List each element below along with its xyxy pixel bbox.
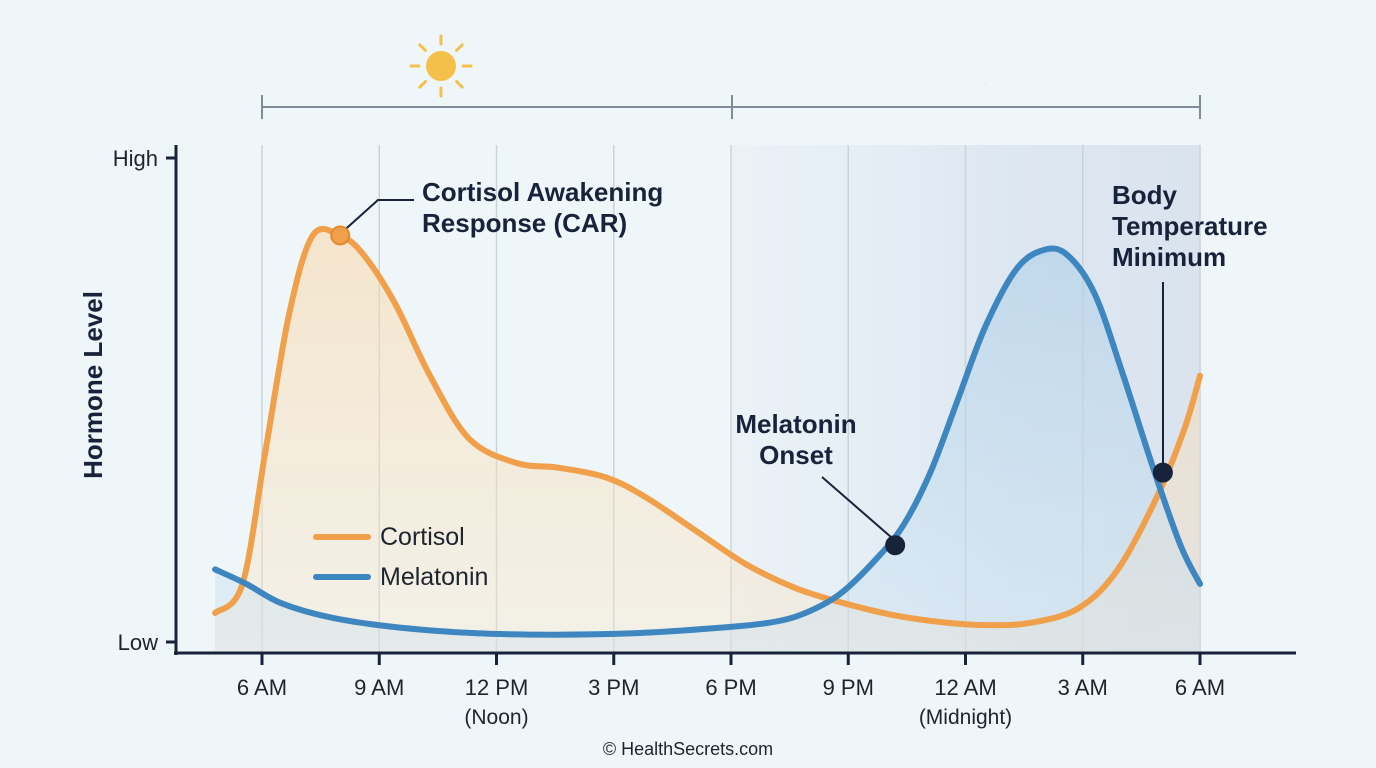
annotation-text: Cortisol Awakening (422, 177, 663, 207)
annotation-text: Response (CAR) (422, 208, 627, 238)
x-tick-label: 3 AM (1058, 675, 1108, 700)
moon-icon (956, 42, 996, 86)
annotation-marker (1152, 462, 1173, 483)
annotation-text: Minimum (1112, 242, 1226, 272)
x-tick-label: 6 AM (1175, 675, 1225, 700)
x-tick-label: 12 AM (934, 675, 996, 700)
series-lines (212, 225, 1203, 638)
annotation-text: Temperature (1112, 211, 1268, 241)
area-fills (215, 228, 1201, 652)
x-tick-label: 3 PM (588, 675, 639, 700)
x-tick-label: 9 AM (354, 675, 404, 700)
x-tick-label: 6 AM (237, 675, 287, 700)
y-tick-high: High (113, 146, 158, 171)
annotation-leader (338, 199, 414, 236)
annotation-leader (821, 476, 900, 545)
cortisol-line (212, 225, 1203, 629)
copyright-footer: © HealthSecrets.com (603, 739, 773, 759)
cortisol-area (215, 228, 1201, 652)
annotation-text: Melatonin (735, 409, 856, 439)
x-tick-label: 12 PM (465, 675, 529, 700)
x-axis-ticks (260, 653, 1202, 665)
x-tick-sublabel: (Noon) (464, 706, 528, 729)
period-brackets (261, 95, 1201, 119)
y-tick-low: Low (118, 630, 158, 655)
x-tick-sublabel: (Midnight) (919, 706, 1012, 729)
melatonin-line (212, 245, 1203, 638)
annotation-marker (330, 225, 351, 246)
x-tick-labels: 6 AM 9 AM 12 PM (Noon) 3 PM 6 PM 9 PM 12 AM (Mid… (237, 675, 1225, 729)
annotation-text: Body (1112, 180, 1178, 210)
legend: Cortisol Melatonin (313, 523, 488, 591)
sun-icon (409, 34, 473, 98)
axes (166, 145, 1296, 655)
legend-label-melatonin: Melatonin (380, 563, 488, 591)
annotation-text: Onset (759, 440, 833, 470)
legend-label-cortisol: Cortisol (380, 523, 465, 551)
x-tick-label: 9 PM (823, 675, 874, 700)
y-axis-title: Hormone Level (78, 291, 108, 479)
x-tick-label: 6 PM (705, 675, 756, 700)
annotation-marker (885, 535, 906, 556)
melatonin-area (215, 248, 1201, 652)
